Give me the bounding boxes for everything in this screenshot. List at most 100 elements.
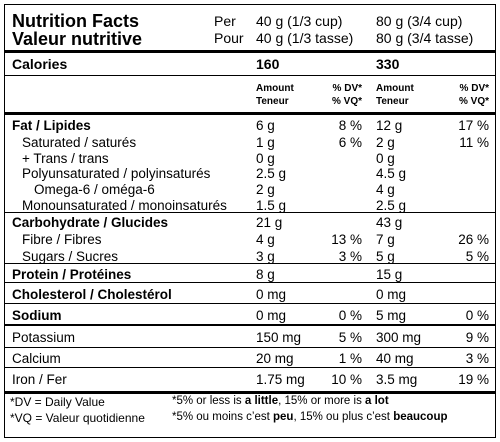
nutrient-dv: 3 % bbox=[465, 351, 489, 367]
nutrient-dv: 11 % bbox=[459, 135, 489, 151]
calories-value: 160 bbox=[256, 56, 280, 72]
nutrient-amount: 7 g bbox=[376, 232, 395, 248]
footnote-text: , 15% ou plus c’est bbox=[293, 411, 394, 423]
rule bbox=[5, 263, 495, 264]
nutrient-dv: 13 % bbox=[331, 232, 362, 248]
nutrient-dv: 9 % bbox=[465, 329, 489, 345]
nutrient-amount: 5 mg bbox=[376, 307, 407, 323]
per: Pour bbox=[214, 30, 244, 46]
calories-label: Calories bbox=[12, 56, 68, 72]
nutrient-dv: 3 % bbox=[338, 248, 362, 264]
nutrient-amount: 1.5 g bbox=[256, 197, 287, 213]
nutrient-amount: 0 mg bbox=[256, 286, 287, 302]
nutrient-label: + Trans / trans bbox=[22, 150, 109, 166]
nutrient-dv: 5 % bbox=[465, 248, 489, 264]
footnote: *5% or less is a little, 15% or more is … bbox=[172, 395, 389, 408]
nutrient-amount: 0 g bbox=[256, 150, 275, 166]
footnote-text: a little bbox=[244, 395, 279, 407]
nutrient-dv: 5 % bbox=[338, 329, 362, 345]
rule bbox=[5, 367, 495, 368]
column-header: Teneur bbox=[376, 96, 409, 107]
rule bbox=[5, 324, 495, 326]
nutrient-amount: 6 g bbox=[256, 117, 275, 133]
nutrient-label: Protein / Protéines bbox=[12, 266, 132, 282]
nutrient-label: Sugars / Sucres bbox=[22, 248, 119, 264]
rule bbox=[5, 50, 495, 53]
nutrient-dv: 6 % bbox=[338, 135, 362, 151]
serving-size: 40 g (1/3 cup) bbox=[256, 13, 343, 29]
nutrient-label: Fat / Lipides bbox=[12, 117, 91, 133]
column-header: Teneur bbox=[256, 96, 289, 107]
rule bbox=[5, 303, 495, 304]
rule bbox=[5, 347, 495, 348]
nutrient-amount: 12 g bbox=[376, 117, 403, 133]
nutrient-amount: 0 g bbox=[376, 150, 395, 166]
column-header: % DV* bbox=[459, 83, 489, 94]
nutrient-label: Monounsaturated / monoinsaturés bbox=[22, 197, 227, 213]
nutrient-dv: 0 % bbox=[338, 307, 362, 323]
nutrient-dv: 10 % bbox=[331, 371, 362, 387]
nutrient-label: Sodium bbox=[12, 307, 62, 323]
serving-size: 80 g (3/4 cup) bbox=[376, 13, 463, 29]
nutrient-amount: 4.5 g bbox=[376, 166, 407, 182]
nutrient-label: Iron / Fer bbox=[12, 371, 67, 387]
nutrient-amount: 0 mg bbox=[256, 307, 287, 323]
nutrient-amount: 40 mg bbox=[376, 351, 414, 367]
nutrient-label: Cholesterol / Cholestérol bbox=[12, 286, 172, 302]
nutrient-amount: 1.75 mg bbox=[256, 371, 305, 387]
label-border bbox=[4, 4, 496, 438]
column-header: Amount bbox=[376, 83, 414, 94]
nutrient-amount: 0 mg bbox=[376, 286, 407, 302]
footnote-text: *5% ou moins c’est bbox=[172, 411, 273, 423]
nutrient-amount: 5 g bbox=[376, 248, 395, 264]
rule bbox=[5, 282, 495, 283]
nutrient-amount: 21 g bbox=[256, 215, 283, 231]
nutrient-label: Carbohydrate / Glucides bbox=[12, 215, 169, 231]
title: Nutrition Facts bbox=[12, 11, 140, 31]
nutrient-label: Fibre / Fibres bbox=[22, 232, 102, 248]
rule bbox=[5, 75, 495, 76]
nutrient-amount: 3 g bbox=[256, 248, 275, 264]
footnote: *DV = Daily Value bbox=[10, 395, 105, 409]
footnote-text: beaucoup bbox=[393, 411, 448, 423]
rule bbox=[5, 112, 495, 115]
nutrient-dv: 0 % bbox=[465, 307, 489, 323]
nutrient-dv: 19 % bbox=[458, 371, 489, 387]
nutrient-amount: 2 g bbox=[256, 181, 275, 197]
calories-value: 330 bbox=[376, 56, 400, 72]
serving-size: 80 g (3/4 tasse) bbox=[376, 30, 474, 46]
nutrient-label: Potassium bbox=[12, 329, 76, 345]
footnote: *5% ou moins c’est peu, 15% ou plus c’es… bbox=[172, 411, 448, 424]
rule bbox=[5, 212, 495, 213]
column-header: % DV* bbox=[332, 83, 362, 94]
nutrient-amount: 15 g bbox=[376, 266, 403, 282]
nutrient-amount: 3.5 mg bbox=[376, 371, 418, 387]
nutrient-dv: 1 % bbox=[338, 351, 362, 367]
title: Valeur nutritive bbox=[12, 29, 143, 49]
footnote-text: , 15% or more is bbox=[278, 395, 366, 407]
nutrient-amount: 2.5 g bbox=[256, 166, 287, 182]
serving-size: 40 g (1/3 tasse) bbox=[256, 30, 354, 46]
nutrient-amount: 150 mg bbox=[256, 329, 302, 345]
nutrient-dv: 26 % bbox=[458, 232, 489, 248]
nutrient-label: Omega-6 / oméga-6 bbox=[34, 181, 155, 197]
nutrient-amount: 20 mg bbox=[256, 351, 294, 367]
nutrient-amount: 4 g bbox=[376, 181, 395, 197]
nutrient-label: Calcium bbox=[12, 351, 61, 367]
footnote-text: a lot bbox=[365, 395, 389, 407]
column-header: % VQ* bbox=[458, 96, 489, 107]
rule bbox=[5, 391, 495, 394]
footnote-text: *5% or less is bbox=[172, 395, 245, 407]
nutrient-amount: 8 g bbox=[256, 266, 275, 282]
nutrient-amount: 300 mg bbox=[376, 329, 422, 345]
nutrient-amount: 4 g bbox=[256, 232, 275, 248]
nutrient-amount: 43 g bbox=[376, 215, 403, 231]
nutrient-amount: 1 g bbox=[256, 135, 275, 151]
nutrient-label: Saturated / saturés bbox=[22, 135, 137, 151]
nutrient-label: Polyunsaturated / polyinsaturés bbox=[22, 166, 211, 182]
column-header: % VQ* bbox=[331, 96, 362, 107]
nutrient-amount: 2.5 g bbox=[376, 197, 407, 213]
per: Per bbox=[214, 13, 236, 29]
footnote: *VQ = Valeur quotidienne bbox=[10, 411, 145, 425]
